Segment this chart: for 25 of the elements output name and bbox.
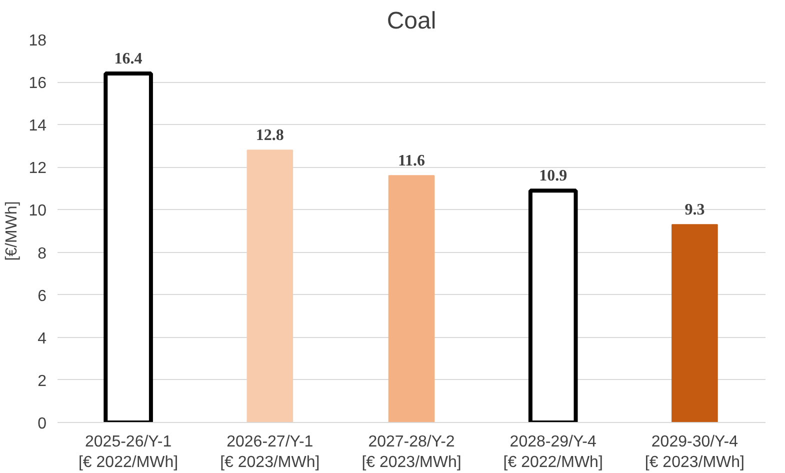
x-tick-label: 2027-28/Y-2 [€ 2023/MWh]: [362, 434, 462, 471]
bar: [246, 150, 294, 422]
y-tick-label: 18: [28, 32, 47, 50]
y-tick-label: 4: [38, 330, 47, 348]
bar: [672, 224, 718, 422]
y-tick-label: 2: [38, 372, 47, 390]
data-label: 10.9: [539, 168, 568, 185]
data-label: 12.8: [256, 127, 284, 144]
y-tick-label: 14: [28, 118, 47, 135]
data-label: 11.6: [398, 152, 426, 170]
chart-title: Coal: [386, 8, 436, 34]
data-label: 16.4: [114, 50, 142, 68]
y-tick-label: 16: [28, 75, 47, 92]
y-axis-title: [€/MWh]: [4, 201, 21, 261]
y-tick-label: 6: [38, 288, 47, 305]
x-tick-label: 2025-26/Y-1 [€ 2022/MWh]: [78, 434, 178, 471]
x-tick-label: 2028-29/Y-4 [€ 2022/MWh]: [503, 434, 603, 471]
y-tick-label: 0: [38, 416, 47, 432]
y-tick-label: 8: [38, 245, 47, 262]
x-tick-label: 2026-27/Y-1 [€ 2023/MWh]: [220, 434, 320, 471]
data-label: 9.3: [684, 202, 705, 219]
y-tick-label: 12: [28, 160, 47, 178]
y-tick-label: 10: [28, 202, 47, 220]
x-tick-label: 2029-30/Y-4 [€ 2023/MWh]: [644, 434, 745, 471]
bar: [388, 175, 435, 422]
